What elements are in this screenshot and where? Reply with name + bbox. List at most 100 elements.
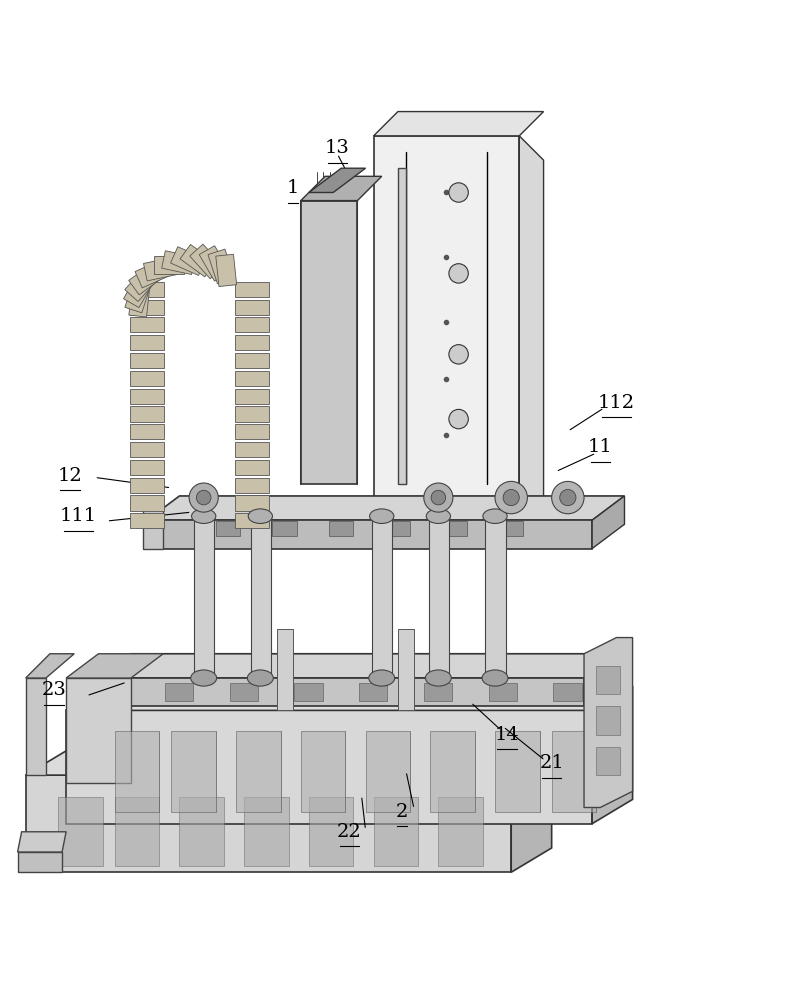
Bar — [235, 424, 269, 439]
Ellipse shape — [248, 509, 272, 523]
Bar — [365, 731, 410, 812]
Polygon shape — [511, 751, 551, 872]
Bar — [235, 389, 269, 404]
Ellipse shape — [369, 509, 393, 523]
Circle shape — [559, 489, 575, 506]
Circle shape — [423, 483, 453, 512]
Bar — [235, 460, 269, 475]
Bar — [488, 683, 517, 701]
Bar — [236, 731, 281, 812]
Circle shape — [196, 490, 211, 505]
Text: 21: 21 — [539, 754, 564, 772]
Bar — [442, 521, 466, 536]
Circle shape — [448, 345, 468, 364]
Bar — [235, 513, 269, 528]
Bar — [143, 496, 163, 549]
Bar — [235, 478, 269, 493]
Bar — [308, 797, 353, 866]
Bar — [230, 683, 258, 701]
Polygon shape — [98, 654, 616, 678]
Polygon shape — [591, 496, 624, 549]
Bar — [300, 731, 345, 812]
Polygon shape — [519, 136, 543, 540]
Text: 11: 11 — [587, 438, 611, 456]
Bar — [130, 495, 164, 511]
Ellipse shape — [368, 670, 394, 686]
Circle shape — [448, 264, 468, 283]
Bar — [130, 389, 164, 404]
Bar — [235, 371, 269, 386]
Bar — [147, 520, 591, 549]
Bar — [358, 683, 387, 701]
Bar — [199, 246, 230, 281]
Circle shape — [495, 481, 526, 514]
Polygon shape — [66, 686, 632, 710]
Text: 13: 13 — [324, 139, 350, 157]
Bar — [98, 678, 583, 706]
Bar — [235, 317, 269, 332]
Bar — [153, 256, 184, 274]
Bar — [438, 797, 483, 866]
Circle shape — [431, 490, 445, 505]
Ellipse shape — [482, 670, 508, 686]
Polygon shape — [373, 136, 519, 516]
Circle shape — [189, 483, 218, 512]
Bar — [251, 516, 271, 678]
Bar — [130, 335, 164, 350]
Bar — [244, 797, 288, 866]
Bar — [495, 731, 539, 812]
Circle shape — [448, 409, 468, 429]
Bar — [595, 706, 620, 735]
Bar — [66, 710, 591, 824]
Polygon shape — [26, 654, 74, 678]
Bar — [216, 521, 240, 536]
Polygon shape — [308, 168, 365, 192]
Bar — [128, 262, 164, 295]
Bar — [180, 244, 215, 277]
Bar — [130, 317, 164, 332]
Bar — [129, 285, 149, 317]
Bar — [130, 371, 164, 386]
Text: 112: 112 — [597, 394, 634, 412]
Bar — [165, 683, 193, 701]
Bar — [171, 731, 216, 812]
Bar — [130, 282, 164, 297]
Ellipse shape — [425, 670, 451, 686]
Bar — [66, 678, 131, 783]
Polygon shape — [373, 112, 543, 136]
Polygon shape — [591, 686, 632, 824]
Bar — [18, 852, 62, 872]
Bar — [235, 495, 269, 511]
Bar — [371, 516, 392, 678]
Text: 2: 2 — [395, 803, 408, 821]
Polygon shape — [26, 751, 551, 775]
Bar — [277, 629, 292, 710]
Text: 22: 22 — [337, 823, 361, 841]
Bar — [499, 521, 523, 536]
Bar — [161, 251, 195, 275]
Bar — [235, 300, 269, 315]
Bar — [235, 282, 269, 297]
Bar — [300, 201, 357, 484]
Bar — [423, 683, 452, 701]
Ellipse shape — [191, 670, 217, 686]
Text: 111: 111 — [60, 507, 97, 525]
Bar — [123, 272, 154, 308]
Polygon shape — [147, 496, 624, 520]
Bar — [235, 442, 269, 457]
Bar — [125, 278, 151, 313]
Bar — [130, 513, 164, 528]
Text: 14: 14 — [494, 726, 519, 744]
Bar — [130, 424, 164, 439]
Bar — [428, 516, 448, 678]
Circle shape — [551, 481, 583, 514]
Bar — [179, 797, 224, 866]
Bar — [130, 300, 164, 315]
Polygon shape — [397, 168, 406, 484]
Bar — [294, 683, 322, 701]
Bar — [135, 259, 170, 288]
Bar — [130, 442, 164, 457]
Ellipse shape — [426, 509, 450, 523]
Bar — [595, 666, 620, 694]
Bar — [130, 406, 164, 422]
